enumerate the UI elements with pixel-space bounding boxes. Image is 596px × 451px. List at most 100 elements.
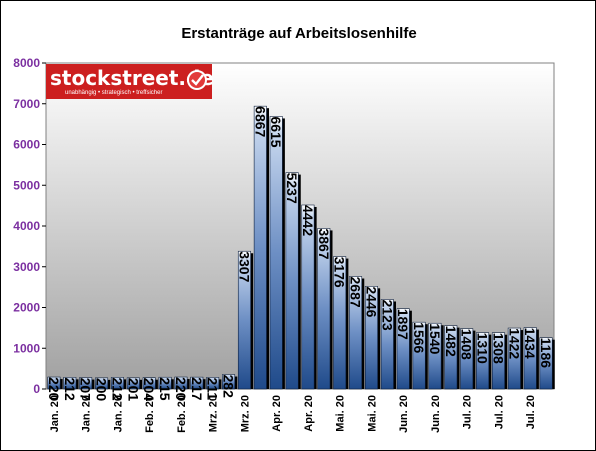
bar — [476, 332, 490, 390]
bar — [206, 377, 220, 390]
y-tick-label: 6000 — [13, 138, 40, 152]
checkmark-badge-inner — [189, 72, 205, 88]
y-tick-label: 4000 — [13, 219, 40, 233]
data-label: 6615 — [268, 116, 284, 147]
bar — [63, 377, 77, 390]
x-tick-label: Feb. 20 — [176, 395, 188, 433]
stockstreet-logo: stockstreet.de unabhängig • strategisch … — [46, 64, 214, 99]
x-tick-label: Mrz. 20 — [239, 395, 251, 432]
bar — [95, 377, 109, 390]
data-label: 4442 — [300, 205, 316, 236]
y-tick-label: 7000 — [13, 97, 40, 111]
data-label: 3176 — [332, 257, 348, 288]
y-tick-label: 0 — [33, 382, 40, 396]
data-label: 201 — [125, 378, 141, 402]
data-label: 2123 — [379, 299, 395, 330]
data-label: 212 — [62, 377, 78, 401]
x-axis: Jan. 20 Jan. 20 Jan. 20 Feb. 20 Feb. 20 Mrz. … — [49, 395, 537, 433]
bar — [301, 204, 315, 390]
data-label: 1897 — [395, 309, 411, 340]
data-label: 282 — [221, 375, 237, 399]
data-label: 215 — [157, 377, 173, 401]
bar-series: 220 212 207 200 212 201 204 215 220 217 211 2823307… — [46, 105, 555, 402]
x-tick-label: Jan. 20 — [81, 395, 93, 432]
data-label: 207 — [78, 378, 94, 402]
data-label: 1422 — [506, 328, 522, 359]
bar — [269, 116, 283, 390]
data-label: 3867 — [316, 228, 332, 259]
bar — [491, 332, 505, 390]
data-label: 2687 — [348, 277, 364, 308]
y-tick-label: 2000 — [13, 301, 40, 315]
x-tick-label: Jan. 20 — [112, 395, 124, 432]
bar — [523, 327, 537, 390]
data-label: 2446 — [363, 286, 379, 317]
data-label: 1408 — [459, 329, 475, 360]
bar — [110, 377, 124, 390]
data-label: 220 — [46, 377, 62, 401]
bar — [285, 172, 299, 390]
x-tick-label: Mrz. 20 — [208, 395, 220, 432]
data-label: 1566 — [411, 322, 427, 353]
logo-tagline: unabhängig • strategisch • treffsicher — [65, 90, 162, 96]
x-tick-label: Mai. 20 — [335, 395, 347, 432]
data-label: 1482 — [443, 326, 459, 357]
bar — [237, 250, 251, 390]
bar — [79, 377, 93, 390]
bar — [396, 308, 410, 390]
bar — [460, 328, 474, 390]
chart-title: Erstanträge auf Arbeitslosenhilfe — [181, 25, 416, 42]
x-tick-label: Jul. 20 — [462, 395, 474, 429]
data-label: 3307 — [236, 251, 252, 282]
y-axis: 0 1000 2000 3000 4000 5000 6000 7000 8000 — [13, 56, 46, 396]
data-label: 1540 — [427, 323, 443, 354]
x-tick-label: Jun. 20 — [430, 395, 442, 433]
y-tick-label: 1000 — [13, 341, 40, 355]
checkmark-icon — [191, 74, 204, 86]
bar — [47, 376, 61, 390]
x-tick-label: Jan. 20 — [49, 395, 61, 432]
data-label: 1310 — [475, 333, 491, 364]
data-label: 200 — [94, 378, 110, 402]
bar — [317, 228, 331, 390]
bar — [126, 377, 140, 390]
bar — [253, 105, 267, 390]
bar — [333, 256, 347, 390]
data-label: 211 — [205, 377, 221, 400]
y-tick-label: 3000 — [13, 260, 40, 274]
x-tick-label: Jul. 20 — [525, 395, 537, 429]
data-label: 1308 — [490, 333, 506, 364]
bar — [412, 321, 426, 390]
x-tick-label: Jun. 20 — [398, 395, 410, 433]
y-tick-label: 8000 — [13, 56, 40, 70]
data-label: 217 — [189, 377, 205, 401]
data-label: 212 — [109, 377, 125, 401]
x-tick-label: Apr. 20 — [271, 395, 283, 432]
bar — [349, 276, 363, 390]
x-tick-label: Feb. 20 — [144, 395, 156, 433]
bar — [190, 376, 204, 390]
data-label: 5237 — [284, 173, 300, 204]
data-label: 1434 — [522, 328, 538, 359]
logo-name: stockstreet.de — [50, 66, 214, 90]
y-tick-label: 5000 — [13, 178, 40, 192]
data-label: 1186 — [538, 338, 554, 369]
bar — [539, 337, 553, 390]
bar — [158, 376, 172, 390]
bar — [364, 286, 378, 390]
logo-background — [46, 64, 212, 99]
data-label: 6867 — [252, 106, 268, 137]
x-tick-label: Jul. 20 — [493, 395, 505, 429]
x-tick-label: Mai. 20 — [366, 395, 378, 432]
data-label: 220 — [173, 377, 189, 401]
bar — [428, 322, 442, 390]
data-label: 204 — [141, 378, 157, 402]
bar — [222, 374, 236, 390]
bar — [507, 327, 521, 390]
bar — [142, 377, 156, 390]
bar — [380, 299, 394, 390]
x-tick-label: Apr. 20 — [303, 395, 315, 432]
bar — [174, 376, 188, 390]
